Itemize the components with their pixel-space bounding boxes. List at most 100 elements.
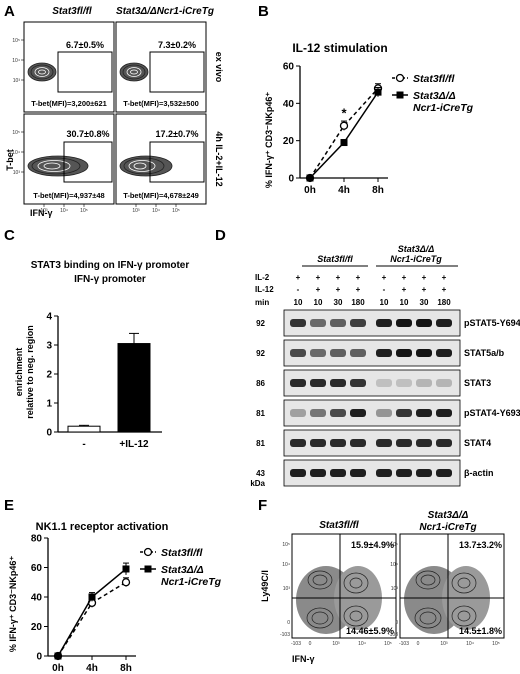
blot-condition-value: 10 [314, 298, 323, 307]
blot-band [396, 469, 412, 477]
chart-e-plot: 0 20 40 60 80 0h 4h 8h Stat3fl/fl Stat3Δ/ΔNcr1-iC… [31, 534, 222, 674]
blot-condition-value: 30 [334, 298, 343, 307]
legend-label: Stat3fl/fl [413, 73, 456, 85]
legend-label-cont: Ncr1-iCreTg [161, 576, 222, 588]
chart-e-title: NK1.1 receptor activation [36, 521, 169, 533]
quadrant-lr-f2: 14.5±1.8% [459, 626, 502, 636]
blot-condition-value: + [316, 285, 321, 294]
panel-f-ytick: 0 [287, 620, 290, 626]
population-a2 [119, 62, 149, 82]
blot-band [376, 319, 392, 327]
panel-letter-e: E [4, 497, 14, 514]
data-point [122, 565, 130, 573]
blot-band [350, 439, 366, 447]
blot-band [310, 439, 326, 447]
blot-condition-value: 10 [380, 298, 389, 307]
blot-mw: 92 [256, 319, 265, 328]
blot-band [310, 469, 326, 477]
panel-letter-a: A [4, 3, 15, 20]
legend-marker [144, 565, 152, 573]
blot-condition-label: IL-2 [255, 273, 270, 282]
data-point [121, 578, 131, 587]
panel-f-title-2b: Ncr1-iCreTg [419, 522, 476, 533]
blot-band [290, 469, 306, 477]
panel-a-x-axis-label: IFN-γ [30, 208, 53, 218]
blot-condition-value: + [402, 285, 407, 294]
blot-rows: 92 pSTAT5-Y694 92 STAT5a/b 86 STAT3 81 pSTAT4-Y… [250, 309, 520, 488]
blot-band [376, 379, 392, 387]
blot-kda-label: kDa [250, 479, 265, 488]
blot-band [376, 469, 392, 477]
blot-protein-label: pSTAT4-Y693 [464, 408, 520, 418]
blot-band [436, 379, 452, 387]
gate-label-a3: 30.7±0.8% [67, 129, 110, 139]
y-tick-label: 0 [36, 652, 42, 663]
panel-d-group-label-1: Stat3fl/fl [317, 254, 353, 264]
quadrant-lr-f1: 14.46±5.9% [346, 626, 394, 636]
blot-band [290, 349, 306, 357]
blot-band [310, 349, 326, 357]
blot-condition-value: + [382, 273, 387, 282]
blot-band [290, 439, 306, 447]
y-tick-label: 4 [46, 312, 52, 323]
panel-f-xtick: 10⁴ [466, 641, 474, 647]
panel-a: Stat3fl/fl Stat3Δ/ΔNcr1-iCreTg [5, 6, 224, 218]
blot-band [436, 439, 452, 447]
gate-label-a1: 6.7±0.5% [66, 40, 104, 50]
blot-protein-label: STAT4 [464, 438, 491, 448]
chart-c-ylabel-line1: enrichment [14, 348, 24, 397]
y-tick-label: 60 [283, 62, 295, 73]
x-tick-label: 0h [304, 185, 316, 196]
blot-band [350, 379, 366, 387]
blot-band [290, 409, 306, 417]
y-tick-label: 1 [46, 399, 52, 410]
blot-band [350, 469, 366, 477]
gate-a2 [149, 51, 205, 93]
x-tick-label: - [82, 439, 85, 450]
blot-condition-value: + [336, 285, 341, 294]
blot-condition-value: + [296, 273, 301, 282]
panel-d: Stat3fl/fl Stat3Δ/Δ Ncr1-iCreTg IL-2 + + + +… [250, 244, 520, 488]
bar [117, 343, 151, 433]
chart-c-ylabel-line2: relative to neg. region [25, 325, 35, 419]
mfi-label-a2: T-bet(MFI)=3,532±500 [123, 99, 199, 108]
blot-band [310, 409, 326, 417]
panel-f-xtick: 0 [309, 641, 312, 647]
blot-band [436, 319, 452, 327]
panel-a-col-header-2: Stat3Δ/ΔNcr1-iCreTg [116, 6, 214, 17]
blot-protein-label: β-actin [464, 468, 494, 478]
y-tick-label: 2 [46, 370, 52, 381]
panel-letter-f: F [258, 497, 267, 514]
quadrant-ur-f1: 15.9±4.9% [351, 540, 394, 550]
mfi-label-a3: T-bet(MFI)=4,937±48 [33, 191, 104, 200]
panel-f-xtick: 0 [417, 641, 420, 647]
blot-header: IL-2 + + + + + + + + IL-12 - + + + - + + + min 10 10 30 180 10 1… [255, 273, 451, 307]
blot-band [416, 319, 432, 327]
panel-letter-c: C [4, 227, 15, 244]
blot-condition-value: 30 [420, 298, 429, 307]
quadrant-lines [292, 534, 504, 638]
blot-band [396, 379, 412, 387]
blot-mw: 43 [256, 469, 265, 478]
blot-condition-value: + [356, 273, 361, 282]
significance-mark: * [341, 106, 347, 121]
blot-band [330, 409, 346, 417]
blot-band [330, 379, 346, 387]
blot-condition-value: + [422, 285, 427, 294]
panel-letter-d: D [215, 227, 226, 244]
x-tick-label: 4h [86, 663, 98, 674]
blot-band [310, 379, 326, 387]
blot-band [436, 349, 452, 357]
panel-a-ytick: 10⁴ [12, 58, 20, 64]
data-point [54, 652, 62, 660]
quadrant-ur-f2: 13.7±3.2% [459, 540, 502, 550]
panel-c: STAT3 binding on IFN-γ promoter IFN-γ pr… [14, 260, 189, 450]
chart-b-plot: 0 20 40 60 0h 4h 8h * Stat3fl/fl Stat3Δ/ΔNcr1-iCr… [283, 62, 474, 197]
blot-condition-value: + [356, 285, 361, 294]
data-point [339, 121, 349, 130]
panel-a-xtick: 10⁵ [172, 208, 180, 214]
panel-f-y-axis-label: Ly49C/I [260, 570, 270, 602]
blot-protein-label: STAT3 [464, 378, 491, 388]
panel-f-ytick: -103 [280, 632, 290, 638]
panel-f-ytick: 10³ [391, 586, 399, 592]
